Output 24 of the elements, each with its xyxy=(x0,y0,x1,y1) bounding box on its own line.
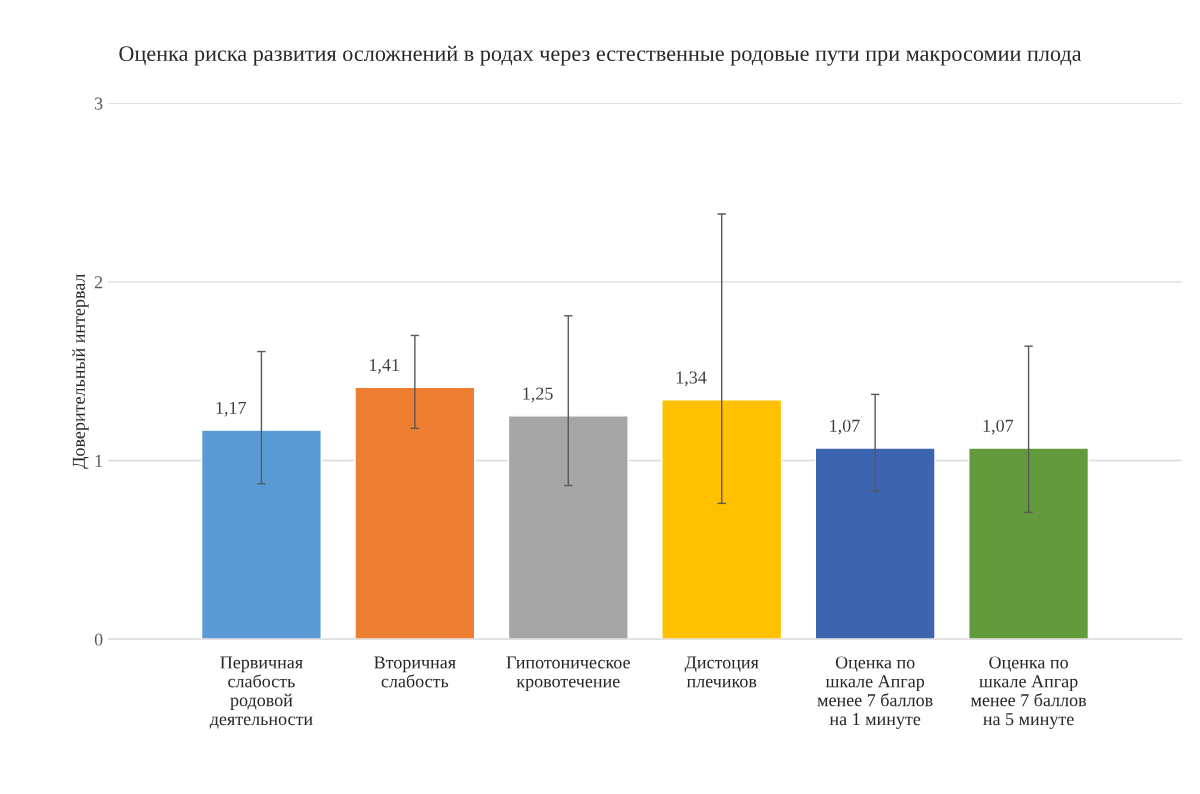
y-tick-label: 2 xyxy=(94,276,103,289)
x-tick-label: Оценка по шкале Апгар менее 7 баллов на 5 минуте xyxy=(970,656,1087,729)
bar xyxy=(661,399,783,640)
x-tick-label: Первичная слабость родовой деятельности xyxy=(209,656,313,729)
data-label: 1,34 xyxy=(676,371,707,387)
x-tick-label: Гипотоническое кровотечение xyxy=(506,656,630,692)
data-label: 1,17 xyxy=(216,401,247,417)
bar xyxy=(814,447,936,640)
y-tick-label: 3 xyxy=(94,97,103,110)
data-label: 1,07 xyxy=(830,419,860,435)
data-label: 1,25 xyxy=(523,387,553,403)
data-label: 1,41 xyxy=(369,359,399,374)
x-tick-label: Вторичная слабость xyxy=(374,656,456,688)
chart-title: Оценка риска развития осложнений в родах через естественные родовые пути при макросомии плода xyxy=(119,45,1082,66)
x-tick-label: Дистоция плечиков xyxy=(684,656,759,688)
y-tick-label: 0 xyxy=(94,633,103,646)
bar xyxy=(354,386,476,640)
data-label: 1,07 xyxy=(983,419,1014,435)
x-tick-label: Оценка по шкале Апгар менее 7 баллов на 1 минуте xyxy=(817,656,933,729)
y-axis-title: Доверительный интервал xyxy=(72,273,89,469)
bar xyxy=(507,415,629,640)
bar xyxy=(968,447,1090,640)
bar xyxy=(200,429,322,640)
y-tick-label: 1 xyxy=(95,454,103,467)
